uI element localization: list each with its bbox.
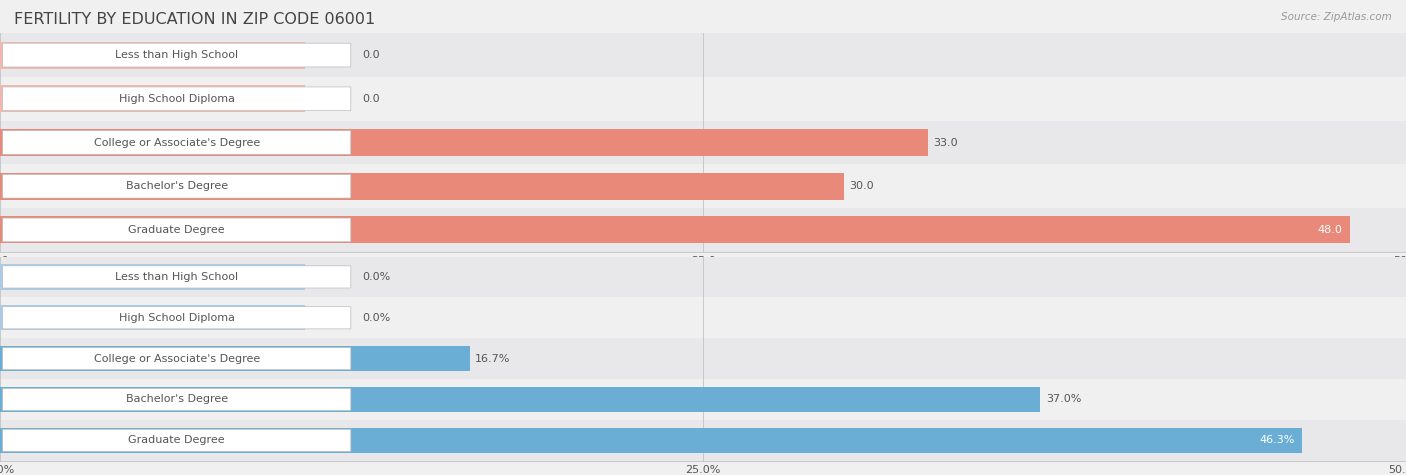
Bar — [0, 216, 1350, 244]
Text: 33.0: 33.0 — [934, 137, 959, 148]
Bar — [0, 346, 470, 371]
Text: Graduate Degree: Graduate Degree — [128, 435, 225, 446]
FancyBboxPatch shape — [3, 218, 352, 242]
Text: High School Diploma: High School Diploma — [118, 94, 235, 104]
Text: 0.0%: 0.0% — [363, 272, 391, 282]
Bar — [0, 164, 1406, 208]
FancyBboxPatch shape — [3, 266, 352, 288]
Bar — [0, 41, 305, 69]
Text: 0.0: 0.0 — [363, 94, 380, 104]
Bar — [0, 420, 1406, 461]
Text: Less than High School: Less than High School — [115, 50, 238, 60]
Text: Graduate Degree: Graduate Degree — [128, 225, 225, 235]
Bar — [0, 387, 1040, 412]
Bar — [0, 172, 844, 200]
Bar — [0, 129, 928, 156]
FancyBboxPatch shape — [3, 389, 352, 410]
FancyBboxPatch shape — [3, 348, 352, 370]
Text: College or Associate's Degree: College or Associate's Degree — [94, 137, 260, 148]
Bar — [0, 256, 1406, 297]
Text: Bachelor's Degree: Bachelor's Degree — [125, 394, 228, 405]
Bar — [0, 264, 305, 290]
FancyBboxPatch shape — [3, 131, 352, 154]
Text: Source: ZipAtlas.com: Source: ZipAtlas.com — [1281, 12, 1392, 22]
Bar — [0, 77, 1406, 121]
Text: College or Associate's Degree: College or Associate's Degree — [94, 353, 260, 364]
Bar — [0, 297, 1406, 338]
Bar — [0, 85, 305, 113]
FancyBboxPatch shape — [3, 87, 352, 111]
FancyBboxPatch shape — [3, 307, 352, 329]
FancyBboxPatch shape — [3, 429, 352, 451]
Text: 16.7%: 16.7% — [475, 353, 510, 364]
Bar — [0, 305, 305, 331]
Text: FERTILITY BY EDUCATION IN ZIP CODE 06001: FERTILITY BY EDUCATION IN ZIP CODE 06001 — [14, 12, 375, 27]
Bar — [0, 208, 1406, 252]
Text: 0.0%: 0.0% — [363, 313, 391, 323]
Text: 37.0%: 37.0% — [1046, 394, 1081, 405]
Bar — [0, 33, 1406, 77]
Text: 30.0: 30.0 — [849, 181, 875, 191]
FancyBboxPatch shape — [3, 174, 352, 198]
Bar — [0, 338, 1406, 379]
Text: Less than High School: Less than High School — [115, 272, 238, 282]
Text: 46.3%: 46.3% — [1260, 435, 1295, 446]
Text: High School Diploma: High School Diploma — [118, 313, 235, 323]
FancyBboxPatch shape — [3, 43, 352, 67]
Bar — [0, 428, 1302, 453]
Text: 48.0: 48.0 — [1317, 225, 1343, 235]
Bar — [0, 379, 1406, 420]
Text: Bachelor's Degree: Bachelor's Degree — [125, 181, 228, 191]
Text: 0.0: 0.0 — [363, 50, 380, 60]
Bar — [0, 121, 1406, 164]
